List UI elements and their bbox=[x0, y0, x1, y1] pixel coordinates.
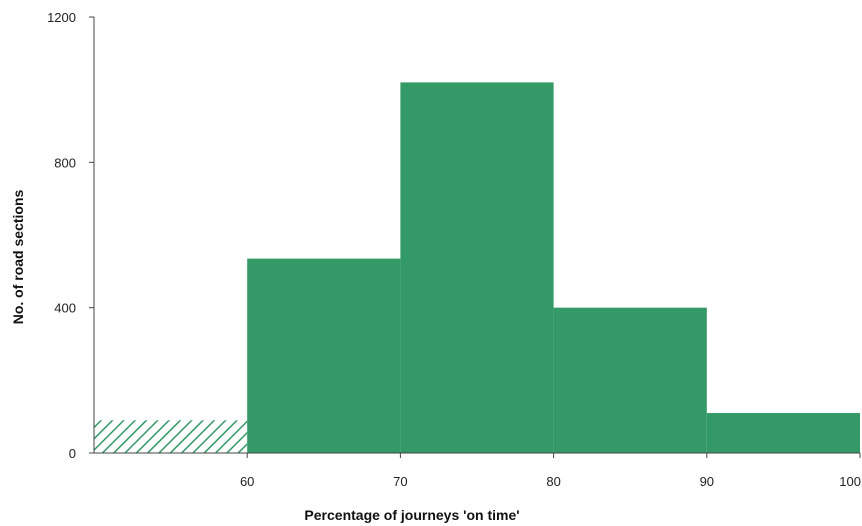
histogram-bar-90-100 bbox=[706, 413, 860, 453]
bars-layer bbox=[94, 82, 860, 454]
ticks-layer: 0 400 800 1200 60 70 80 90 100 bbox=[47, 10, 861, 489]
y-tick-label: 400 bbox=[54, 301, 76, 316]
histogram-bar-70-80 bbox=[400, 82, 554, 454]
x-tick-label: 100 bbox=[839, 474, 861, 489]
x-tick-label: 90 bbox=[700, 474, 714, 489]
x-tick-label: 80 bbox=[546, 474, 560, 489]
x-axis-title: Percentage of journeys 'on time' bbox=[304, 507, 519, 523]
y-tick-label: 800 bbox=[54, 155, 76, 170]
histogram-bar-50-60 bbox=[94, 420, 248, 453]
y-tick-label: 1200 bbox=[47, 10, 76, 25]
histogram-bar-60-70 bbox=[247, 258, 401, 453]
x-tick-label: 70 bbox=[393, 474, 407, 489]
y-tick-label: 0 bbox=[69, 446, 76, 461]
axes-layer bbox=[93, 17, 860, 454]
x-tick-label: 60 bbox=[240, 474, 254, 489]
y-axis-title: No. of road sections bbox=[10, 190, 26, 325]
histogram-bar-80-90 bbox=[553, 307, 707, 453]
